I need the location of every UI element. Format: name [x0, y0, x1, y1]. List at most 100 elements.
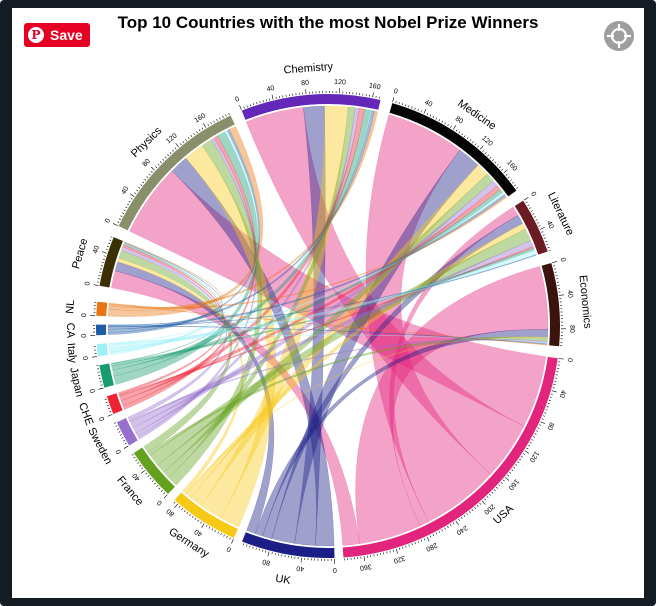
tick-medicine-0 — [392, 97, 395, 103]
chord-nl-peace — [108, 241, 223, 309]
tick-label-uk-80: 80 — [262, 557, 271, 566]
arc-japan[interactable] — [99, 363, 114, 388]
chord-japan-chemistry — [112, 108, 372, 377]
tick-label-usa-360: 360 — [359, 562, 372, 571]
arc-ca[interactable] — [96, 324, 107, 336]
chord-japan-literature — [111, 247, 535, 367]
tick-label-physics-120: 120 — [165, 132, 179, 145]
tick-physics-12 — [120, 215, 123, 217]
tick-france-48 — [139, 464, 142, 467]
tick-peace-28 — [101, 261, 104, 264]
arc-peace[interactable] — [99, 237, 123, 288]
tick-medicine-168 — [507, 176, 510, 179]
tick-usa-156 — [507, 474, 510, 477]
expand-icon[interactable] — [604, 21, 634, 51]
arc-sweden[interactable] — [116, 418, 138, 446]
pinterest-save-button[interactable]: P Save — [24, 23, 90, 47]
chord-sweden-medicine — [132, 180, 498, 434]
tick-germany-84 — [173, 501, 176, 504]
arc-che[interactable] — [106, 393, 123, 415]
tick-usa-212 — [474, 507, 476, 509]
chord-france-physics — [168, 139, 263, 486]
tick-chemistry-0 — [239, 104, 242, 110]
tick-label-chemistry-0: 0 — [234, 96, 240, 104]
chord-che-medicine — [119, 185, 501, 401]
pinterest-icon: P — [28, 27, 44, 43]
tick-che-20 — [104, 398, 107, 400]
tick-literature-68 — [548, 250, 551, 252]
chord-france-chemistry — [163, 106, 356, 478]
tick-literature-64 — [547, 247, 550, 249]
label-nl: NL — [64, 299, 77, 314]
tick-medicine-132 — [487, 154, 490, 157]
arc-uk[interactable] — [242, 532, 335, 558]
tick-usa-304 — [408, 544, 410, 547]
arc-physics[interactable] — [118, 115, 235, 231]
tick-medicine-124 — [482, 149, 485, 152]
tick-usa-276 — [429, 535, 432, 538]
tick-che-12 — [106, 404, 109, 407]
label-sweden: Sweden — [85, 426, 114, 467]
tick-medicine-116 — [477, 145, 480, 148]
tick-label-peace-0: 0 — [84, 281, 92, 286]
tick-physics-112 — [172, 149, 174, 152]
tick-medicine-12 — [401, 103, 404, 106]
tick-peace-44 — [105, 249, 108, 251]
arc-literature[interactable] — [514, 200, 548, 255]
tick-usa-184 — [491, 491, 494, 494]
tick-usa-284 — [423, 538, 426, 541]
tick-usa-100 — [532, 436, 536, 438]
label-uk: UK — [274, 573, 292, 588]
tick-physics-72 — [148, 173, 151, 176]
arc-france[interactable] — [133, 447, 175, 494]
tick-label-chemistry-120: 120 — [334, 79, 346, 87]
arc-chemistry[interactable] — [241, 93, 381, 120]
tick-germany-40 — [201, 523, 205, 528]
tick-france-0 — [163, 494, 168, 499]
tick-uk-100 — [252, 546, 254, 549]
tick-usa-120 — [524, 450, 530, 454]
arc-usa[interactable] — [342, 356, 558, 558]
tick-label-france-40: 40 — [131, 472, 141, 483]
tick-germany-72 — [181, 508, 183, 510]
tick-medicine-44 — [426, 113, 429, 116]
tick-physics-60 — [142, 181, 145, 184]
arc-nl[interactable] — [96, 301, 108, 317]
tick-literature-36 — [538, 225, 541, 227]
tick-germany-12 — [223, 534, 225, 537]
tick-chemistry-40 — [271, 94, 274, 100]
chord-france-medicine — [157, 173, 494, 473]
arc-medicine[interactable] — [389, 103, 517, 197]
tick-france-44 — [141, 467, 144, 470]
tick-label-france-0: 0 — [156, 498, 164, 506]
arc-italy[interactable] — [96, 343, 108, 357]
tick-medicine-104 — [469, 139, 472, 142]
tick-che-4 — [109, 411, 112, 413]
tick-label-ca-0: 0 — [81, 334, 88, 338]
tick-usa-216 — [471, 509, 474, 512]
tick-uk-88 — [261, 549, 264, 552]
tick-peace-40 — [101, 251, 107, 254]
tick-physics-148 — [196, 131, 198, 134]
tick-literature-32 — [537, 222, 540, 224]
tick-medicine-156 — [501, 168, 504, 171]
tick-label-medicine-40: 40 — [423, 99, 433, 109]
chord-usa-literature — [389, 206, 519, 527]
chord-italy-medicine — [109, 192, 505, 352]
tick-uk-108 — [246, 544, 248, 547]
tick-usa-148 — [511, 469, 514, 472]
chord-uk-literature — [262, 214, 523, 539]
arc-germany[interactable] — [174, 492, 238, 539]
tick-usa-124 — [522, 453, 525, 455]
tick-chemistry-32 — [265, 99, 267, 102]
tick-chemistry-160 — [372, 92, 374, 98]
tick-medicine-100 — [466, 137, 469, 140]
tick-medicine-4 — [395, 101, 397, 104]
tick-usa-256 — [444, 527, 446, 530]
tick-medicine-20 — [408, 105, 410, 108]
group-ticks: 0 40 0 40 80 120 160 0 40 80 120 160 0 40 80 120 160 0 40 0… — [81, 79, 575, 573]
arc-economics[interactable] — [541, 263, 560, 347]
tick-usa-192 — [486, 496, 489, 499]
tick-peace-24 — [100, 265, 103, 267]
